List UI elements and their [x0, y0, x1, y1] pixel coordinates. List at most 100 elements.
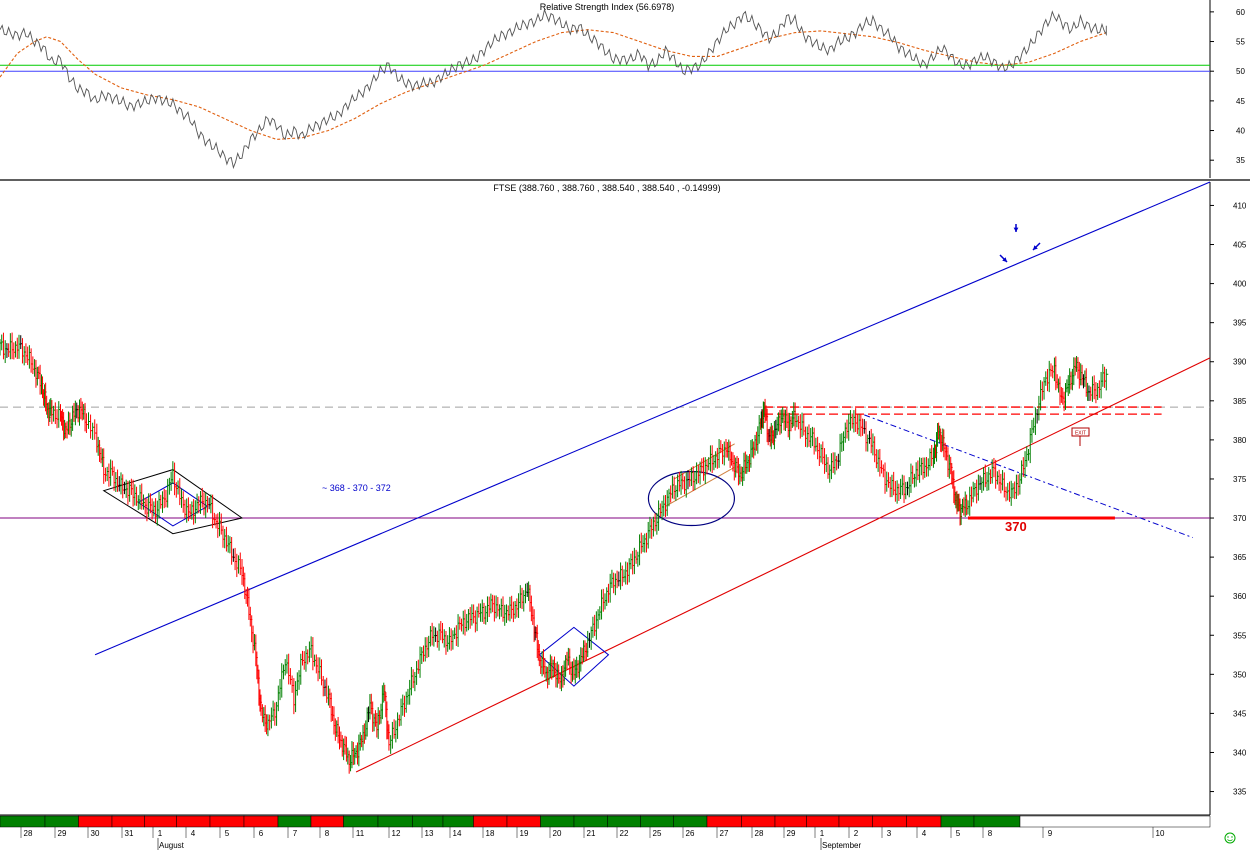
price-tick-label: 390 — [1233, 358, 1247, 367]
month-label: August — [159, 841, 185, 850]
price-tick-label: 375 — [1233, 475, 1247, 484]
day-label: 7 — [293, 829, 298, 838]
day-label: 22 — [620, 829, 629, 838]
day-label: 6 — [259, 829, 264, 838]
day-label: 8 — [325, 829, 330, 838]
price-tick-label: 370 — [1233, 514, 1247, 523]
timeline-segments — [0, 815, 1211, 828]
rsi-tick-label: 35 — [1236, 156, 1245, 165]
price-tick-label: 380 — [1233, 436, 1247, 445]
timeline-segment — [412, 815, 444, 828]
timeline-segment — [0, 815, 46, 828]
timeline-segment — [741, 815, 776, 828]
rsi-y-ticks: 35 40 45 50 55 60 — [1210, 8, 1245, 165]
price-tick-label: 360 — [1233, 592, 1247, 601]
timeline-segment — [573, 815, 608, 828]
orange-channel-lower — [665, 466, 735, 507]
price-tick-label: 405 — [1233, 241, 1247, 250]
smiley-icon — [1224, 832, 1236, 844]
timeline-segment — [277, 815, 312, 828]
price-bars — [0, 332, 1109, 774]
exit-marker: EXIT — [1071, 427, 1090, 446]
timeline-segment — [906, 815, 942, 828]
day-label: 29 — [58, 829, 67, 838]
timeline-segment — [44, 815, 79, 828]
timeline-segment — [838, 815, 873, 828]
day-label: 3 — [887, 829, 892, 838]
price-tick-label: 345 — [1233, 709, 1247, 718]
rsi-average-line — [0, 29, 1107, 140]
timeline-strip: 28 29 30 31 1 4 5 6 7 8 11 12 13 14 18 19 20 21 22 25 26 27 28… — [0, 814, 1236, 850]
rsi-tick-label: 55 — [1236, 38, 1245, 47]
timeline-segment — [144, 815, 177, 828]
day-labels: 28 29 30 31 1 4 5 6 7 8 11 12 13 14 18 19 20 21 22 25 26 27 28… — [20, 827, 1165, 838]
price-y-ticks: 335 340 345 350 355 360 365 370 375 380 385 390 395 4… — [1210, 201, 1247, 797]
timeline-segment — [310, 815, 344, 828]
day-label: 14 — [453, 829, 462, 838]
price-tick-label: 395 — [1233, 319, 1247, 328]
day-label: 27 — [720, 829, 729, 838]
day-label: 4 — [922, 829, 927, 838]
day-label: 4 — [191, 829, 196, 838]
day-label: 8 — [988, 829, 993, 838]
day-label: 9 — [1048, 829, 1053, 838]
day-label: 1 — [158, 829, 163, 838]
timeline-segment — [377, 815, 413, 828]
timeline-segment — [243, 815, 279, 828]
down-left-arrow-icon — [1032, 242, 1041, 251]
timeline-segment — [111, 815, 145, 828]
timeline-segment — [640, 815, 674, 828]
price-tick-label: 335 — [1233, 788, 1247, 797]
month-label: September — [822, 841, 861, 850]
rsi-title: Relative Strength Index (56.6978) — [540, 2, 675, 12]
price-tick-label: 355 — [1233, 631, 1247, 640]
timeline-segment — [506, 815, 541, 828]
timeline-segment — [78, 815, 113, 828]
timeline-segment — [540, 815, 575, 828]
day-label: 31 — [125, 829, 134, 838]
day-label: 21 — [587, 829, 596, 838]
trendlines — [94, 181, 1211, 773]
price-tick-label: 350 — [1233, 670, 1247, 679]
annotations: ~ 368 - 370 - 372 370 EXIT — [322, 427, 1090, 534]
price-tick-label: 340 — [1233, 748, 1247, 757]
price-tick-label: 385 — [1233, 397, 1247, 406]
timeline-segment — [209, 815, 245, 828]
day-label: 2 — [854, 829, 859, 838]
timeline-segment — [806, 815, 840, 828]
timeline-segment — [473, 815, 508, 828]
timeline-segment — [343, 815, 379, 828]
day-label: 26 — [686, 829, 695, 838]
day-label: 13 — [425, 829, 434, 838]
lower-channel-line — [355, 357, 1211, 773]
day-label: 29 — [787, 829, 796, 838]
month-labels: August September — [157, 838, 861, 850]
day-label: 20 — [553, 829, 562, 838]
day-label: 5 — [225, 829, 230, 838]
price-title: FTSE (388.760 , 388.760 , 388.540 , 388.… — [493, 183, 720, 193]
rsi-panel: Relative Strength Index (56.6978) 35 40 45… — [0, 0, 1245, 178]
descending-dash-dot-line — [864, 414, 1193, 539]
day-label: 25 — [653, 829, 662, 838]
rsi-line — [0, 8, 1107, 170]
day-label: 12 — [392, 829, 401, 838]
down-arrow-icon — [1013, 224, 1019, 232]
price-tick-label: 410 — [1233, 201, 1247, 210]
target-range-label: ~ 368 - 370 - 372 — [322, 483, 391, 493]
upper-channel-line — [94, 181, 1211, 656]
timeline-segment — [706, 815, 742, 828]
diamond-pattern-outer — [102, 469, 244, 535]
timeline-segment — [607, 815, 641, 828]
horizontal-levels — [0, 406, 1210, 520]
timeline-segment — [442, 815, 474, 828]
down-right-arrow-icon — [999, 254, 1008, 263]
rsi-tick-label: 50 — [1236, 67, 1245, 76]
level-370-label: 370 — [1005, 519, 1027, 534]
rsi-tick-label: 40 — [1236, 127, 1245, 136]
timeline-segment — [673, 815, 708, 828]
day-label: 18 — [486, 829, 495, 838]
day-label: 10 — [1156, 829, 1165, 838]
day-label: 5 — [956, 829, 961, 838]
